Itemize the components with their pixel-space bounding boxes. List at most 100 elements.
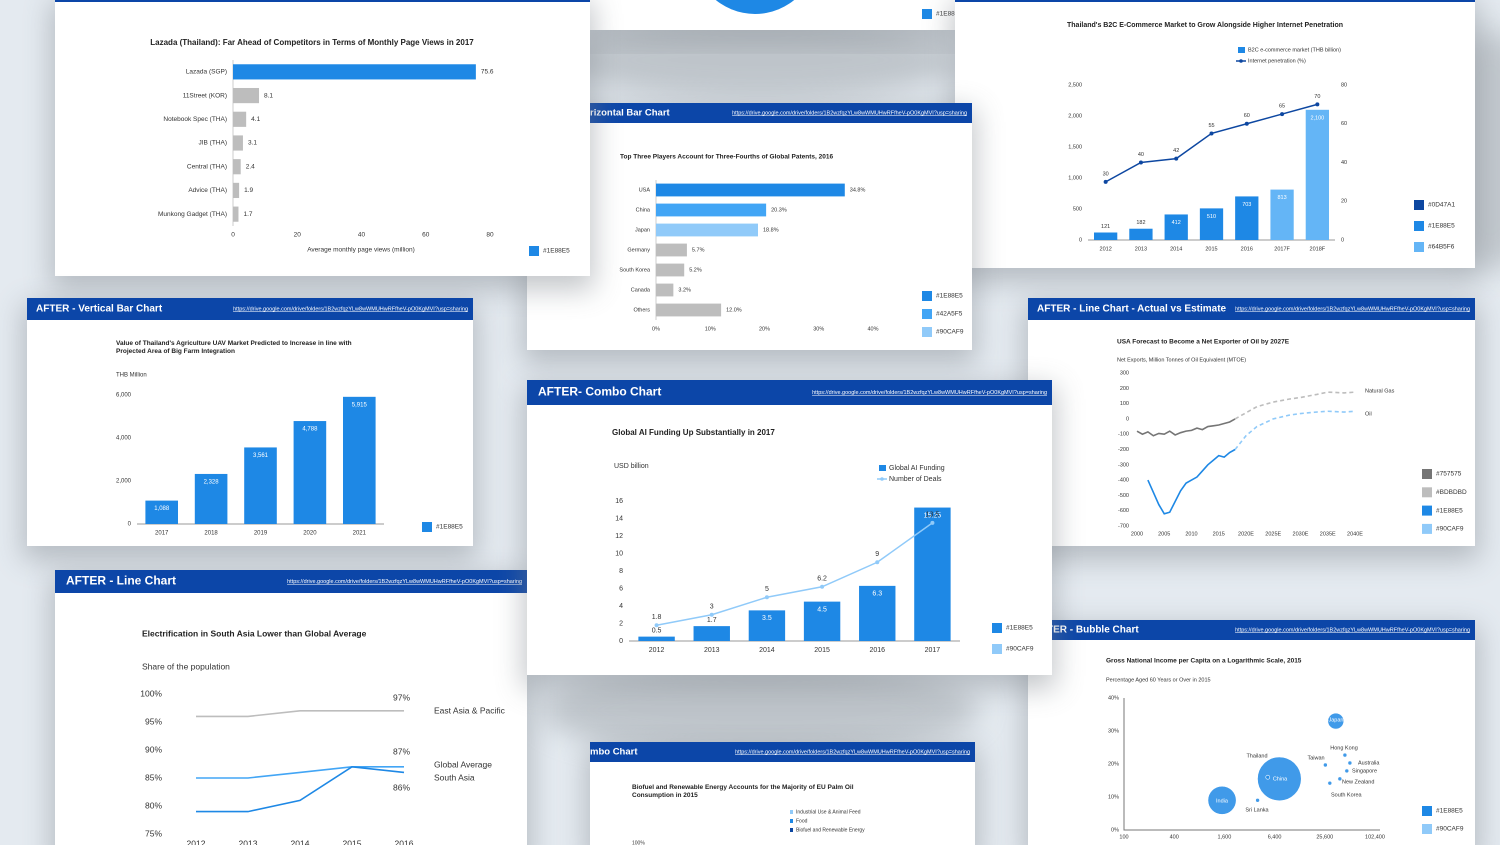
chart-title: Gross National Income per Capita on a Lo… bbox=[1106, 658, 1302, 665]
value-label: 70 bbox=[1314, 94, 1320, 100]
header-title: AFTER - Line Chart bbox=[66, 574, 176, 588]
y-axis-label: THB Million bbox=[116, 373, 147, 379]
x-tick-label: 100 bbox=[1119, 834, 1128, 840]
swatch bbox=[922, 327, 932, 337]
value-label: 3 bbox=[710, 604, 714, 611]
card: Thailand's B2C E-Commerce Market to Grow… bbox=[955, 0, 1475, 268]
value-label: 3.1 bbox=[248, 140, 257, 147]
x-tick-label: 2000 bbox=[1131, 531, 1143, 537]
x-tick-label: 2016 bbox=[869, 647, 885, 654]
bar bbox=[233, 159, 241, 175]
value-label: 30 bbox=[1103, 171, 1109, 177]
swatch-label: #1E88E bbox=[936, 11, 960, 18]
bubble-label: Australia bbox=[1358, 760, 1380, 766]
y-tick-label: 30% bbox=[1108, 728, 1119, 734]
legend-label: Internet penetration (%) bbox=[1248, 58, 1306, 64]
bar bbox=[233, 111, 247, 127]
value-label: 20.3% bbox=[771, 207, 787, 213]
swatch bbox=[529, 246, 539, 256]
x-tick-label: 2025E bbox=[1265, 531, 1281, 537]
swatch-label: #1E88E5 bbox=[1436, 808, 1463, 815]
header-link: https://drive.google.com/drive/folders/1… bbox=[1235, 306, 1470, 312]
bar bbox=[656, 243, 687, 257]
bubble bbox=[1323, 762, 1328, 768]
x-axis-label: Average monthly page views (million) bbox=[307, 247, 415, 254]
point bbox=[1209, 131, 1214, 136]
header-link: https://drive.google.com/drive/folders/1… bbox=[1235, 627, 1470, 633]
value-label: 5 bbox=[765, 586, 769, 593]
bar bbox=[145, 500, 179, 524]
bar bbox=[914, 507, 951, 641]
bubble bbox=[1344, 768, 1350, 774]
x-tick-label: 2016 bbox=[395, 838, 414, 845]
x-tick-label: 2012 bbox=[187, 838, 206, 845]
category-label: Lazada (SGP) bbox=[186, 69, 227, 76]
y-tick-label: -100 bbox=[1118, 432, 1129, 438]
header-link: https://drive.google.com/drive/folders/1… bbox=[732, 110, 967, 116]
y-tick-label: 2,000 bbox=[1068, 113, 1082, 119]
value-label: 60 bbox=[1244, 113, 1250, 119]
x-tick-label: 2019 bbox=[254, 531, 268, 537]
x-tick-label: 2015 bbox=[343, 838, 362, 845]
category-label: 11Street (KOR) bbox=[183, 92, 227, 99]
point bbox=[1103, 179, 1108, 184]
chart-title: Global AI Funding Up Substantially in 20… bbox=[612, 428, 775, 437]
legend-marker bbox=[879, 465, 886, 471]
value-label: 9 bbox=[875, 551, 879, 558]
y-tick-label: 10 bbox=[615, 550, 623, 557]
value-label: 2,100 bbox=[1310, 115, 1324, 121]
category-label: Germany bbox=[627, 247, 650, 253]
chart-title-box: Biofuel and Renewable Energy Accounts fo… bbox=[632, 784, 854, 799]
end-label: 87% bbox=[393, 746, 410, 756]
value-label: 5.2% bbox=[689, 267, 702, 273]
y-tick-label: 2,500 bbox=[1068, 82, 1082, 88]
card: rizontal Bar Chart https://drive.google.c… bbox=[527, 103, 972, 350]
bar bbox=[194, 473, 228, 524]
card: TER - Bubble Chart https://drive.google.c… bbox=[1028, 620, 1475, 845]
card: AFTER - Vertical Bar Chart https://drive.… bbox=[27, 298, 473, 546]
bar bbox=[656, 303, 722, 317]
bar bbox=[656, 223, 758, 237]
y2-tick-label: 20 bbox=[1341, 199, 1347, 205]
swatch bbox=[992, 623, 1002, 633]
bubble bbox=[1257, 756, 1302, 802]
value-label: 5,915 bbox=[352, 402, 368, 408]
swatch bbox=[1422, 487, 1432, 498]
legend-label: Global AI Funding bbox=[889, 465, 945, 472]
bar bbox=[1270, 189, 1294, 240]
bar bbox=[244, 447, 277, 524]
y-tick-label: 0 bbox=[1126, 416, 1129, 422]
line bbox=[196, 765, 405, 813]
y-tick-label: 4,000 bbox=[116, 436, 132, 442]
bar bbox=[803, 601, 841, 641]
annotation: Oil bbox=[1365, 411, 1372, 417]
bubble-label: Taiwan bbox=[1307, 755, 1324, 761]
value-label: 13.5 bbox=[926, 512, 940, 519]
value-label: 510 bbox=[1207, 214, 1216, 220]
line bbox=[1234, 410, 1356, 450]
value-label: 121 bbox=[1101, 224, 1110, 230]
bar bbox=[1305, 109, 1330, 240]
y-tick-label: 6,000 bbox=[116, 393, 132, 399]
y-tick-label: 85% bbox=[145, 772, 162, 782]
point bbox=[1315, 102, 1320, 107]
y-tick-label: 2,000 bbox=[116, 479, 132, 485]
chart-subtitle: Net Exports, Million Tonnes of Oil Equiv… bbox=[1117, 357, 1246, 363]
bar bbox=[1093, 232, 1118, 240]
series-label: South Asia bbox=[434, 772, 475, 782]
bar bbox=[293, 421, 327, 524]
value-label: 15.25 bbox=[924, 512, 942, 519]
value-label: 2,328 bbox=[204, 480, 220, 486]
bubble-label: China bbox=[1273, 776, 1288, 782]
category-label: Others bbox=[633, 307, 650, 313]
swatch-label: #0D47A1 bbox=[1428, 202, 1455, 209]
header-link: https://drive.google.com/drive/folders/1… bbox=[735, 749, 970, 755]
swatch-label: #64B5F6 bbox=[1428, 244, 1455, 251]
line bbox=[1147, 448, 1236, 515]
value-label: 75.6 bbox=[481, 69, 494, 76]
bubble bbox=[1327, 712, 1345, 730]
value-label: 5.7% bbox=[692, 247, 705, 253]
swatch bbox=[922, 309, 932, 319]
x-tick-label: 2014 bbox=[291, 838, 310, 845]
bar bbox=[656, 263, 685, 277]
